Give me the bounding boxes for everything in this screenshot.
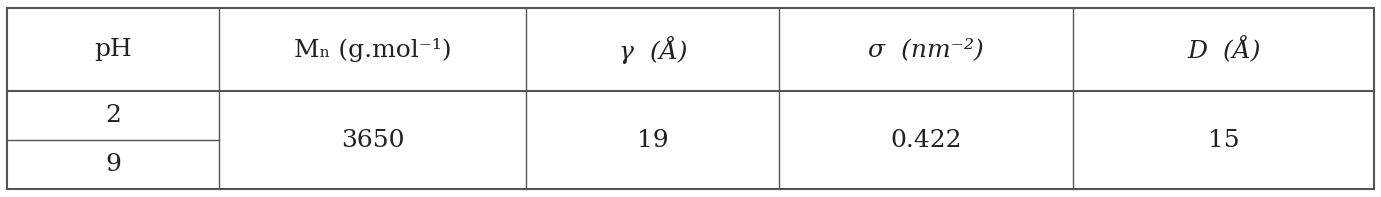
Text: Mₙ (g.mol⁻¹): Mₙ (g.mol⁻¹)	[294, 38, 452, 62]
Text: 19: 19	[637, 129, 668, 152]
Text: 2: 2	[105, 104, 120, 127]
Text: D  (Å): D (Å)	[1186, 36, 1261, 63]
Text: γ  (Å): γ (Å)	[619, 36, 688, 64]
Text: pH: pH	[94, 38, 131, 61]
Text: 0.422: 0.422	[891, 129, 963, 152]
Text: σ  (nm⁻²): σ (nm⁻²)	[869, 38, 985, 61]
Text: 3650: 3650	[341, 129, 405, 152]
Text: 15: 15	[1208, 129, 1240, 152]
Text: 9: 9	[105, 153, 120, 176]
